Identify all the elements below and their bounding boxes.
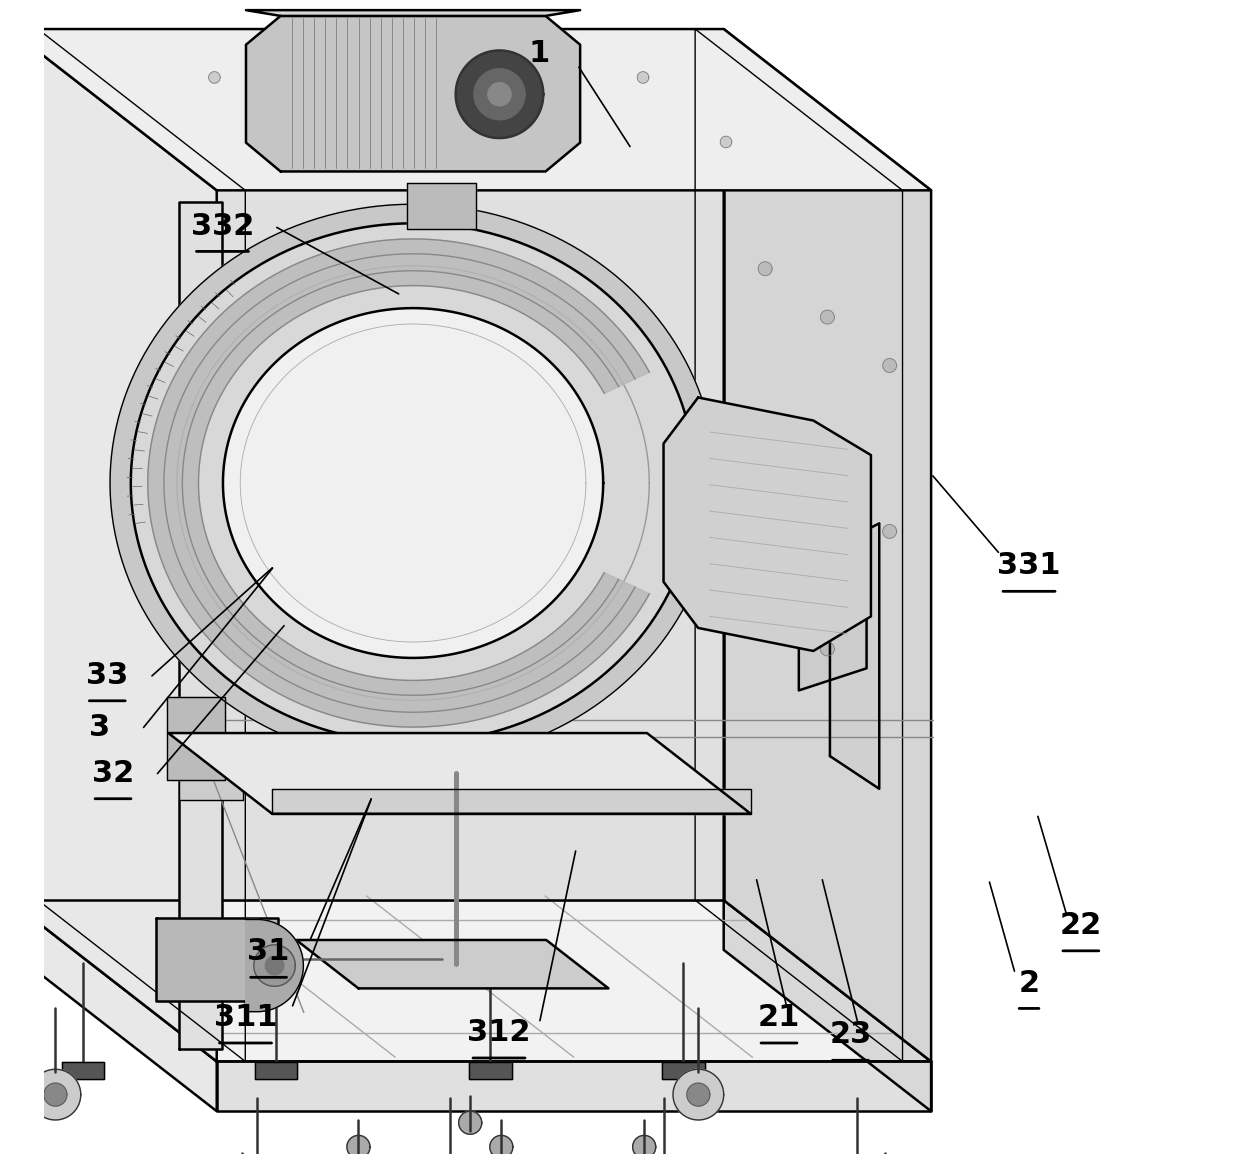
Text: 312: 312 — [467, 1018, 531, 1048]
Polygon shape — [169, 733, 750, 814]
Polygon shape — [10, 900, 217, 1111]
Polygon shape — [759, 427, 773, 441]
Text: 332: 332 — [191, 211, 254, 240]
Text: 32: 32 — [92, 759, 134, 788]
Polygon shape — [759, 262, 773, 276]
Polygon shape — [272, 789, 750, 814]
Polygon shape — [254, 945, 295, 986]
Polygon shape — [217, 1061, 931, 1111]
Polygon shape — [883, 358, 897, 372]
Polygon shape — [632, 1135, 656, 1155]
Polygon shape — [423, 72, 434, 83]
Polygon shape — [10, 29, 931, 191]
Polygon shape — [830, 523, 879, 789]
Polygon shape — [673, 1070, 724, 1120]
Polygon shape — [246, 16, 580, 171]
Polygon shape — [490, 1135, 513, 1155]
Polygon shape — [799, 568, 867, 691]
Polygon shape — [821, 476, 835, 490]
Text: 331: 331 — [997, 551, 1060, 581]
Polygon shape — [637, 72, 649, 83]
Polygon shape — [246, 919, 304, 1012]
Polygon shape — [291, 136, 303, 148]
Polygon shape — [663, 397, 870, 651]
Text: 23: 23 — [830, 1020, 872, 1050]
Polygon shape — [254, 1063, 298, 1079]
Polygon shape — [179, 202, 222, 1049]
Polygon shape — [474, 69, 525, 120]
Polygon shape — [469, 1063, 512, 1079]
Text: 21: 21 — [758, 1004, 800, 1033]
Text: 22: 22 — [1060, 911, 1102, 940]
Polygon shape — [724, 29, 931, 1061]
Text: 311: 311 — [213, 1004, 278, 1033]
Polygon shape — [759, 594, 773, 608]
Text: 3: 3 — [88, 713, 110, 742]
Text: 31: 31 — [248, 938, 290, 967]
Polygon shape — [883, 524, 897, 538]
Polygon shape — [347, 1135, 370, 1155]
Polygon shape — [821, 311, 835, 325]
Polygon shape — [720, 136, 732, 148]
Polygon shape — [459, 1111, 481, 1134]
Polygon shape — [724, 900, 931, 1111]
Polygon shape — [10, 29, 217, 1061]
Polygon shape — [10, 29, 724, 900]
Polygon shape — [223, 308, 603, 658]
Polygon shape — [489, 83, 511, 106]
Polygon shape — [246, 10, 580, 16]
Polygon shape — [821, 642, 835, 656]
Polygon shape — [296, 940, 609, 989]
Polygon shape — [208, 72, 221, 83]
Polygon shape — [455, 51, 543, 139]
Polygon shape — [43, 1083, 67, 1106]
Text: 2: 2 — [1018, 969, 1039, 998]
Text: 1: 1 — [528, 39, 551, 68]
Polygon shape — [407, 182, 476, 229]
Polygon shape — [10, 900, 931, 1061]
Polygon shape — [156, 917, 278, 1000]
Polygon shape — [148, 239, 650, 728]
Polygon shape — [179, 733, 243, 799]
Polygon shape — [130, 223, 696, 743]
Polygon shape — [506, 136, 517, 148]
Polygon shape — [110, 204, 715, 762]
Polygon shape — [167, 696, 224, 780]
Text: 33: 33 — [86, 661, 129, 690]
Polygon shape — [662, 1063, 704, 1079]
Polygon shape — [687, 1083, 709, 1106]
Polygon shape — [265, 956, 284, 975]
Polygon shape — [30, 1070, 81, 1120]
Polygon shape — [62, 1063, 104, 1079]
